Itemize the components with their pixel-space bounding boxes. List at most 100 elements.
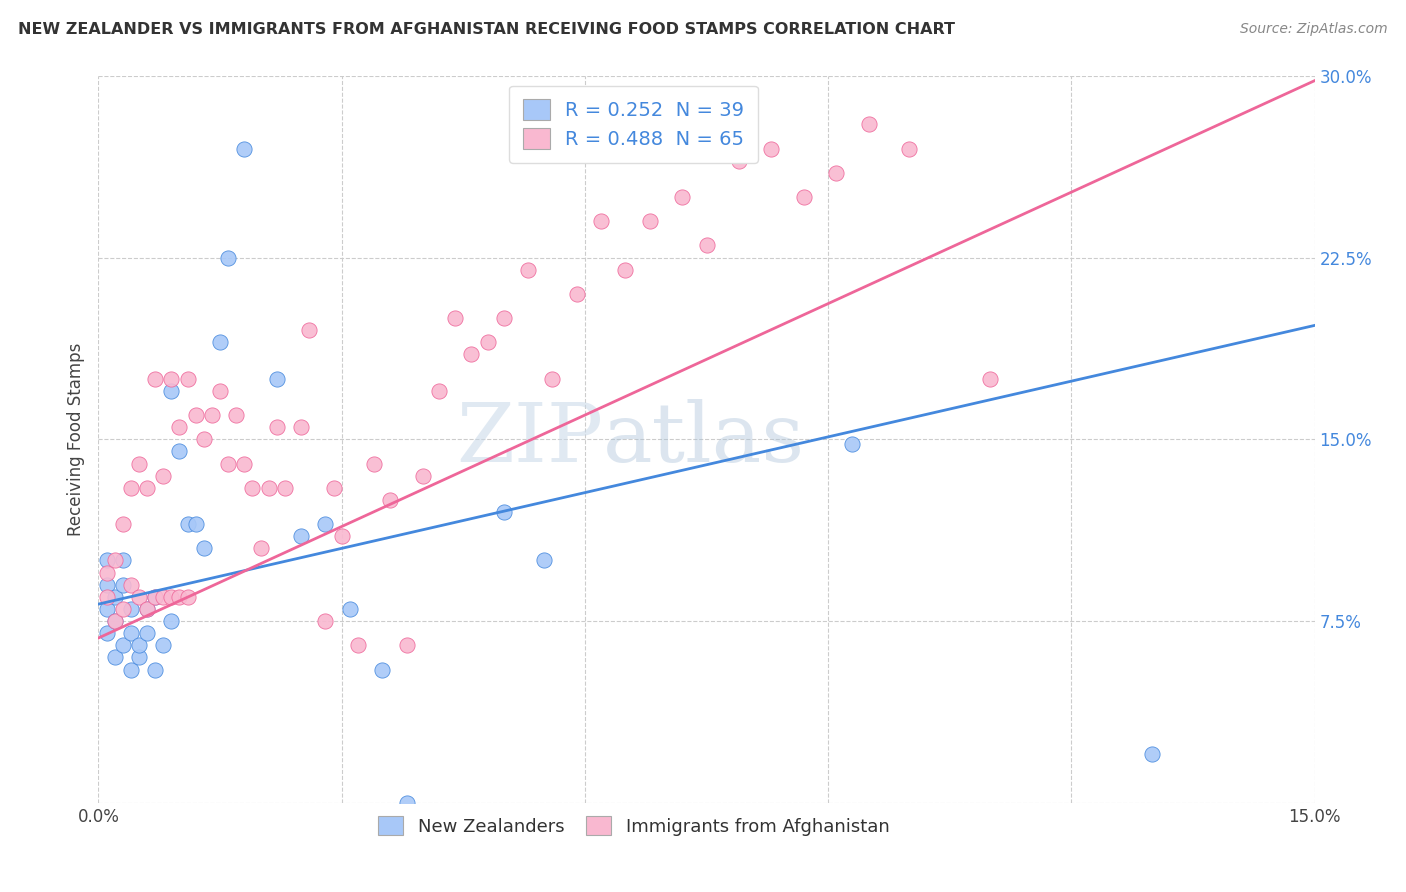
Point <box>225 408 247 422</box>
Point <box>793 190 815 204</box>
Point <box>128 650 150 665</box>
Point <box>314 517 336 532</box>
Text: NEW ZEALANDER VS IMMIGRANTS FROM AFGHANISTAN RECEIVING FOOD STAMPS CORRELATION C: NEW ZEALANDER VS IMMIGRANTS FROM AFGHANI… <box>18 22 955 37</box>
Point <box>160 384 183 398</box>
Point <box>152 638 174 652</box>
Point <box>169 420 191 434</box>
Point <box>120 626 142 640</box>
Point <box>209 335 232 350</box>
Point <box>143 590 166 604</box>
Point <box>104 614 127 628</box>
Point <box>979 372 1001 386</box>
Point <box>201 408 224 422</box>
Y-axis label: Receiving Food Stamps: Receiving Food Stamps <box>66 343 84 536</box>
Point <box>143 663 166 677</box>
Point <box>136 626 159 640</box>
Point <box>111 602 134 616</box>
Point <box>671 190 693 204</box>
Point <box>347 638 370 652</box>
Point <box>290 420 312 434</box>
Point <box>825 166 848 180</box>
Point <box>217 251 239 265</box>
Text: ZIP: ZIP <box>456 400 603 479</box>
Point <box>339 602 361 616</box>
Point <box>242 481 264 495</box>
Point <box>395 796 418 810</box>
Point <box>111 553 134 567</box>
Point <box>120 481 142 495</box>
Point <box>363 457 385 471</box>
Point <box>233 457 256 471</box>
Point <box>169 444 191 458</box>
Point <box>111 578 134 592</box>
Point <box>233 141 256 155</box>
Point <box>591 214 613 228</box>
Point <box>128 457 150 471</box>
Point <box>841 437 863 451</box>
Point <box>460 347 482 361</box>
Point <box>96 578 118 592</box>
Point <box>128 638 150 652</box>
Point <box>565 286 588 301</box>
Text: atlas: atlas <box>603 400 806 479</box>
Point <box>380 492 402 507</box>
Point <box>314 614 336 628</box>
Point <box>176 517 198 532</box>
Point <box>858 117 880 131</box>
Point <box>143 590 166 604</box>
Point <box>136 602 159 616</box>
Point <box>143 372 166 386</box>
Point <box>395 638 418 652</box>
Point <box>136 602 159 616</box>
Point <box>128 590 150 604</box>
Point <box>160 614 183 628</box>
Point <box>111 638 134 652</box>
Point <box>209 384 232 398</box>
Point <box>533 553 555 567</box>
Point <box>193 541 215 556</box>
Point <box>371 663 394 677</box>
Point <box>761 141 783 155</box>
Point <box>444 311 467 326</box>
Point <box>152 590 174 604</box>
Point <box>96 626 118 640</box>
Point <box>266 372 288 386</box>
Point <box>427 384 450 398</box>
Point <box>290 529 312 543</box>
Point <box>184 517 207 532</box>
Point <box>96 553 118 567</box>
Point <box>120 578 142 592</box>
Point <box>541 372 564 386</box>
Point <box>120 663 142 677</box>
Point <box>517 262 540 277</box>
Point <box>104 553 127 567</box>
Point <box>492 505 515 519</box>
Point <box>492 311 515 326</box>
Point <box>111 517 134 532</box>
Point <box>274 481 297 495</box>
Point <box>257 481 280 495</box>
Point <box>136 481 159 495</box>
Point <box>217 457 239 471</box>
Point <box>477 335 499 350</box>
Point <box>249 541 271 556</box>
Point <box>96 566 118 580</box>
Point <box>176 590 198 604</box>
Point <box>614 262 637 277</box>
Point <box>160 372 183 386</box>
Point <box>322 481 344 495</box>
Point <box>176 372 198 386</box>
Text: Source: ZipAtlas.com: Source: ZipAtlas.com <box>1240 22 1388 37</box>
Point <box>96 590 118 604</box>
Point <box>1142 747 1164 762</box>
Point <box>104 590 127 604</box>
Point <box>330 529 353 543</box>
Point <box>298 323 321 337</box>
Point <box>104 614 127 628</box>
Point <box>193 432 215 446</box>
Point <box>412 468 434 483</box>
Point <box>266 420 288 434</box>
Point <box>120 602 142 616</box>
Point <box>104 650 127 665</box>
Point <box>96 602 118 616</box>
